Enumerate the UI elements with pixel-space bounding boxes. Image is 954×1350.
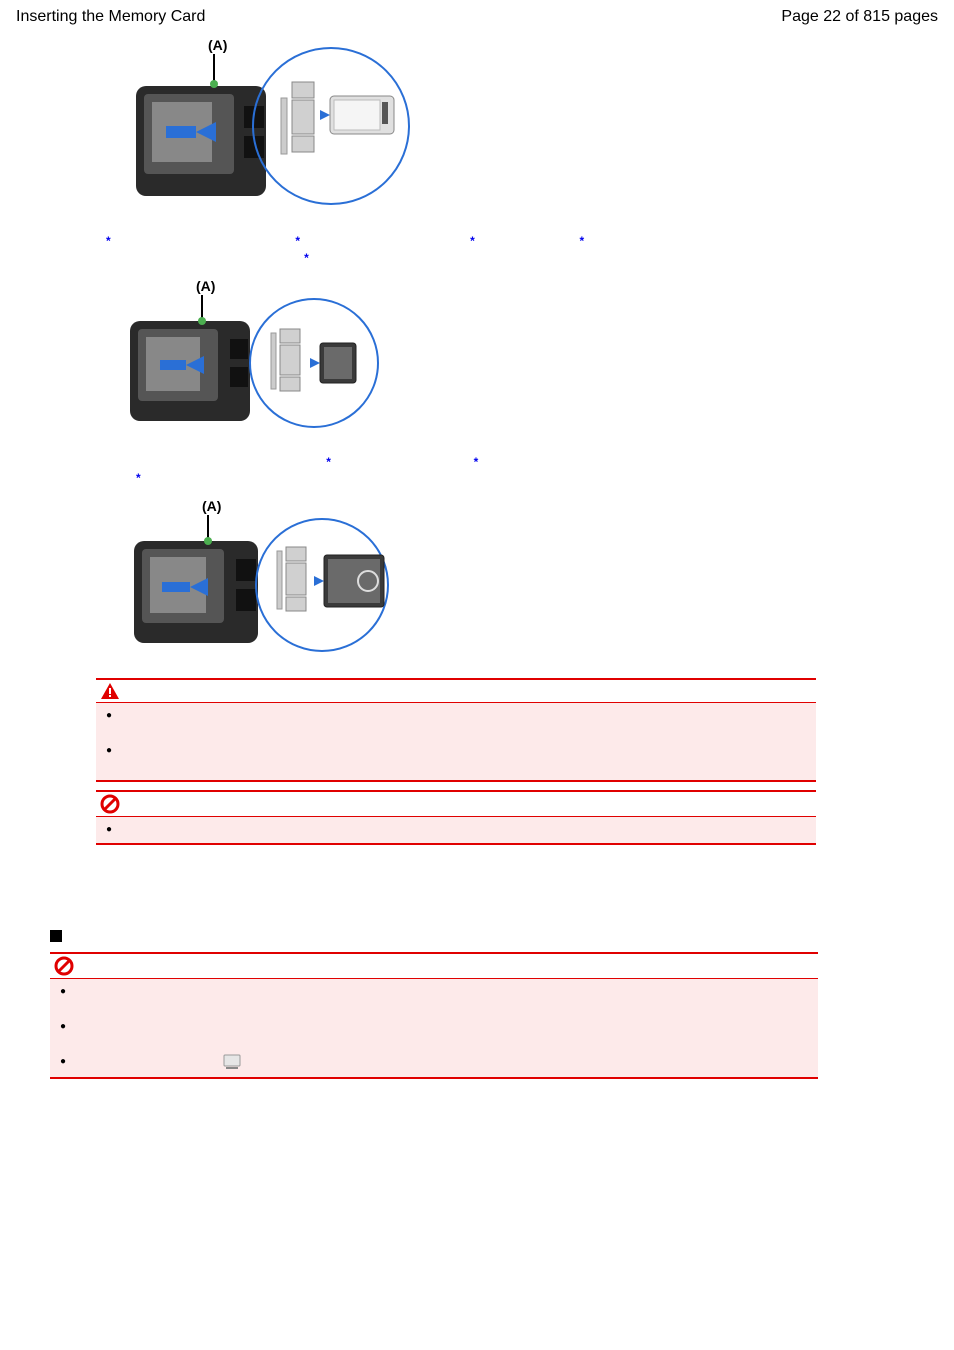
figure-2: (A) (96, 277, 938, 450)
important-box-1: Important The machine cannot read or wri… (96, 790, 816, 845)
caution-bullet: Make sure that the memory card is correc… (122, 742, 816, 774)
important-title: Important (126, 796, 191, 812)
section-removing: Removing the Memory Card (50, 928, 938, 944)
figure-1: (A) (96, 36, 938, 229)
caution-bullet: Part of the memory card will protrude fr… (122, 707, 816, 739)
square-bullet-icon (50, 930, 62, 942)
caution-box: Caution Part of the memory card will pro… (96, 678, 816, 782)
important-box-2: Important If you used the Card Slot as t… (50, 952, 818, 1079)
important-bullet: The machine cannot read or write data wh… (122, 821, 816, 837)
prohibit-icon (100, 794, 120, 814)
prohibit-icon (54, 956, 74, 976)
note-text: When Read/write mode is selected in Read… (96, 853, 938, 898)
svg-text:(A): (A) (196, 278, 215, 294)
important-line: In Windows, right-click the Removable Di… (76, 1018, 818, 1050)
fig-a-label: (A) (208, 37, 227, 53)
page-title: Inserting the Memory Card (16, 8, 205, 26)
page-number: Page 22 of 815 pages (781, 8, 938, 26)
figure-3: (A) (96, 497, 938, 670)
important-line: In Macintosh, drag the (Mount drive) int… (76, 1053, 818, 1071)
important-title: Important (80, 958, 145, 974)
caution-title: Caution (126, 683, 178, 699)
svg-text:(A): (A) (202, 498, 221, 514)
warning-icon (100, 682, 120, 700)
footnote-1: *SD Secure Digital memory card *SDHC Mem… (106, 233, 938, 267)
footnote-2: padpadpadpadpadpadpadpadpadp *Memory Sti… (136, 454, 938, 488)
important-bullet: If you used the Card Slot as the memory … (76, 983, 818, 1015)
drive-icon (222, 1053, 242, 1071)
